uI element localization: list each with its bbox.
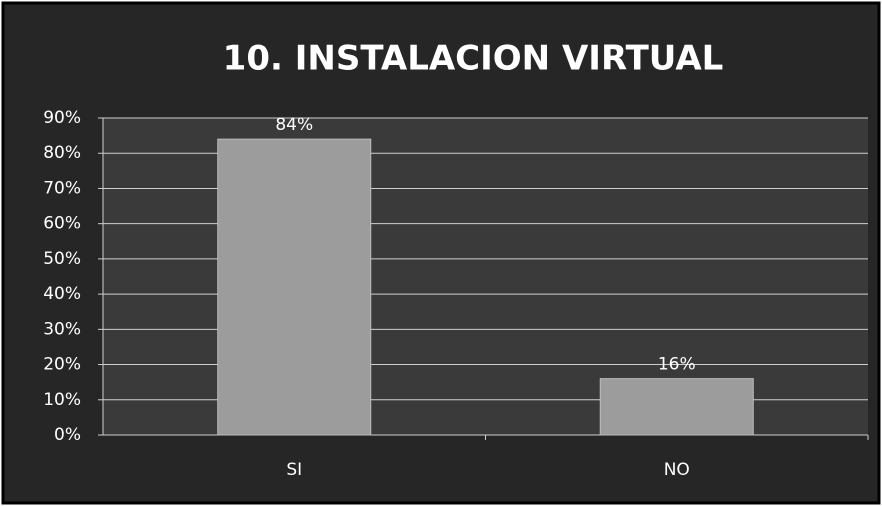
value-label: 16%	[658, 355, 696, 375]
y-tick-label: 40%	[43, 284, 81, 304]
y-tick-label: 90%	[43, 108, 81, 128]
y-tick-label: 50%	[43, 249, 81, 269]
y-tick-label: 60%	[43, 214, 81, 234]
bar	[217, 138, 372, 436]
x-tick-label: NO	[664, 460, 690, 480]
y-tick-label: 0%	[54, 425, 81, 445]
y-tick-label: 80%	[43, 143, 81, 163]
bar	[599, 378, 754, 436]
value-label: 84%	[275, 115, 313, 135]
chart-title: 10. INSTALACION VIRTUAL	[223, 39, 724, 79]
y-tick-label: 30%	[43, 319, 81, 339]
y-tick-label: 20%	[43, 355, 81, 375]
y-tick-label: 10%	[43, 390, 81, 410]
x-tick-label: SI	[286, 460, 302, 480]
y-tick-label: 70%	[43, 178, 81, 198]
